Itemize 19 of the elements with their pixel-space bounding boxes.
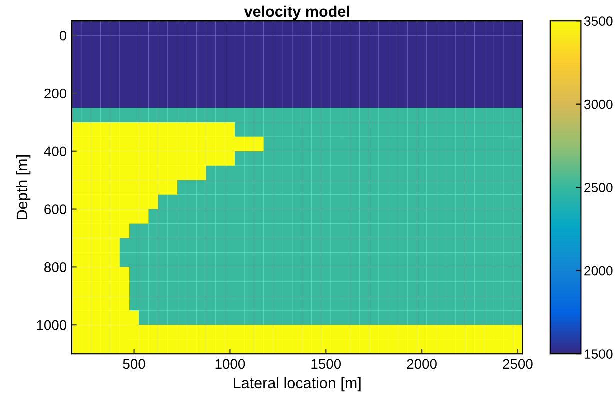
x-axis-title: Lateral location [m]: [234, 377, 361, 392]
y-tick-label: 400: [44, 146, 67, 157]
x-tick-label: 1500: [312, 359, 342, 370]
x-tick-label: 500: [123, 359, 146, 370]
y-tick-label: 1000: [37, 320, 67, 330]
x-tick-label: 2000: [407, 359, 437, 370]
color-bar-label: 3500: [584, 16, 613, 26]
y-tick-label: 800: [44, 262, 67, 272]
color-bar-label: 2500: [584, 183, 613, 192]
chart-title: velocity model: [244, 6, 350, 20]
color-bar-label: 1500: [584, 350, 613, 359]
color-bar-label: 2000: [584, 266, 613, 276]
y-tick-label: 0: [60, 30, 67, 41]
y-tick-label: 600: [44, 204, 67, 214]
x-tick-label: 1000: [216, 359, 246, 370]
x-tick-label: 2500: [503, 359, 533, 370]
color-bar-label: 3000: [584, 100, 613, 110]
y-tick-label: 200: [44, 88, 67, 99]
y-axis-title: Depth [m]: [16, 156, 31, 220]
